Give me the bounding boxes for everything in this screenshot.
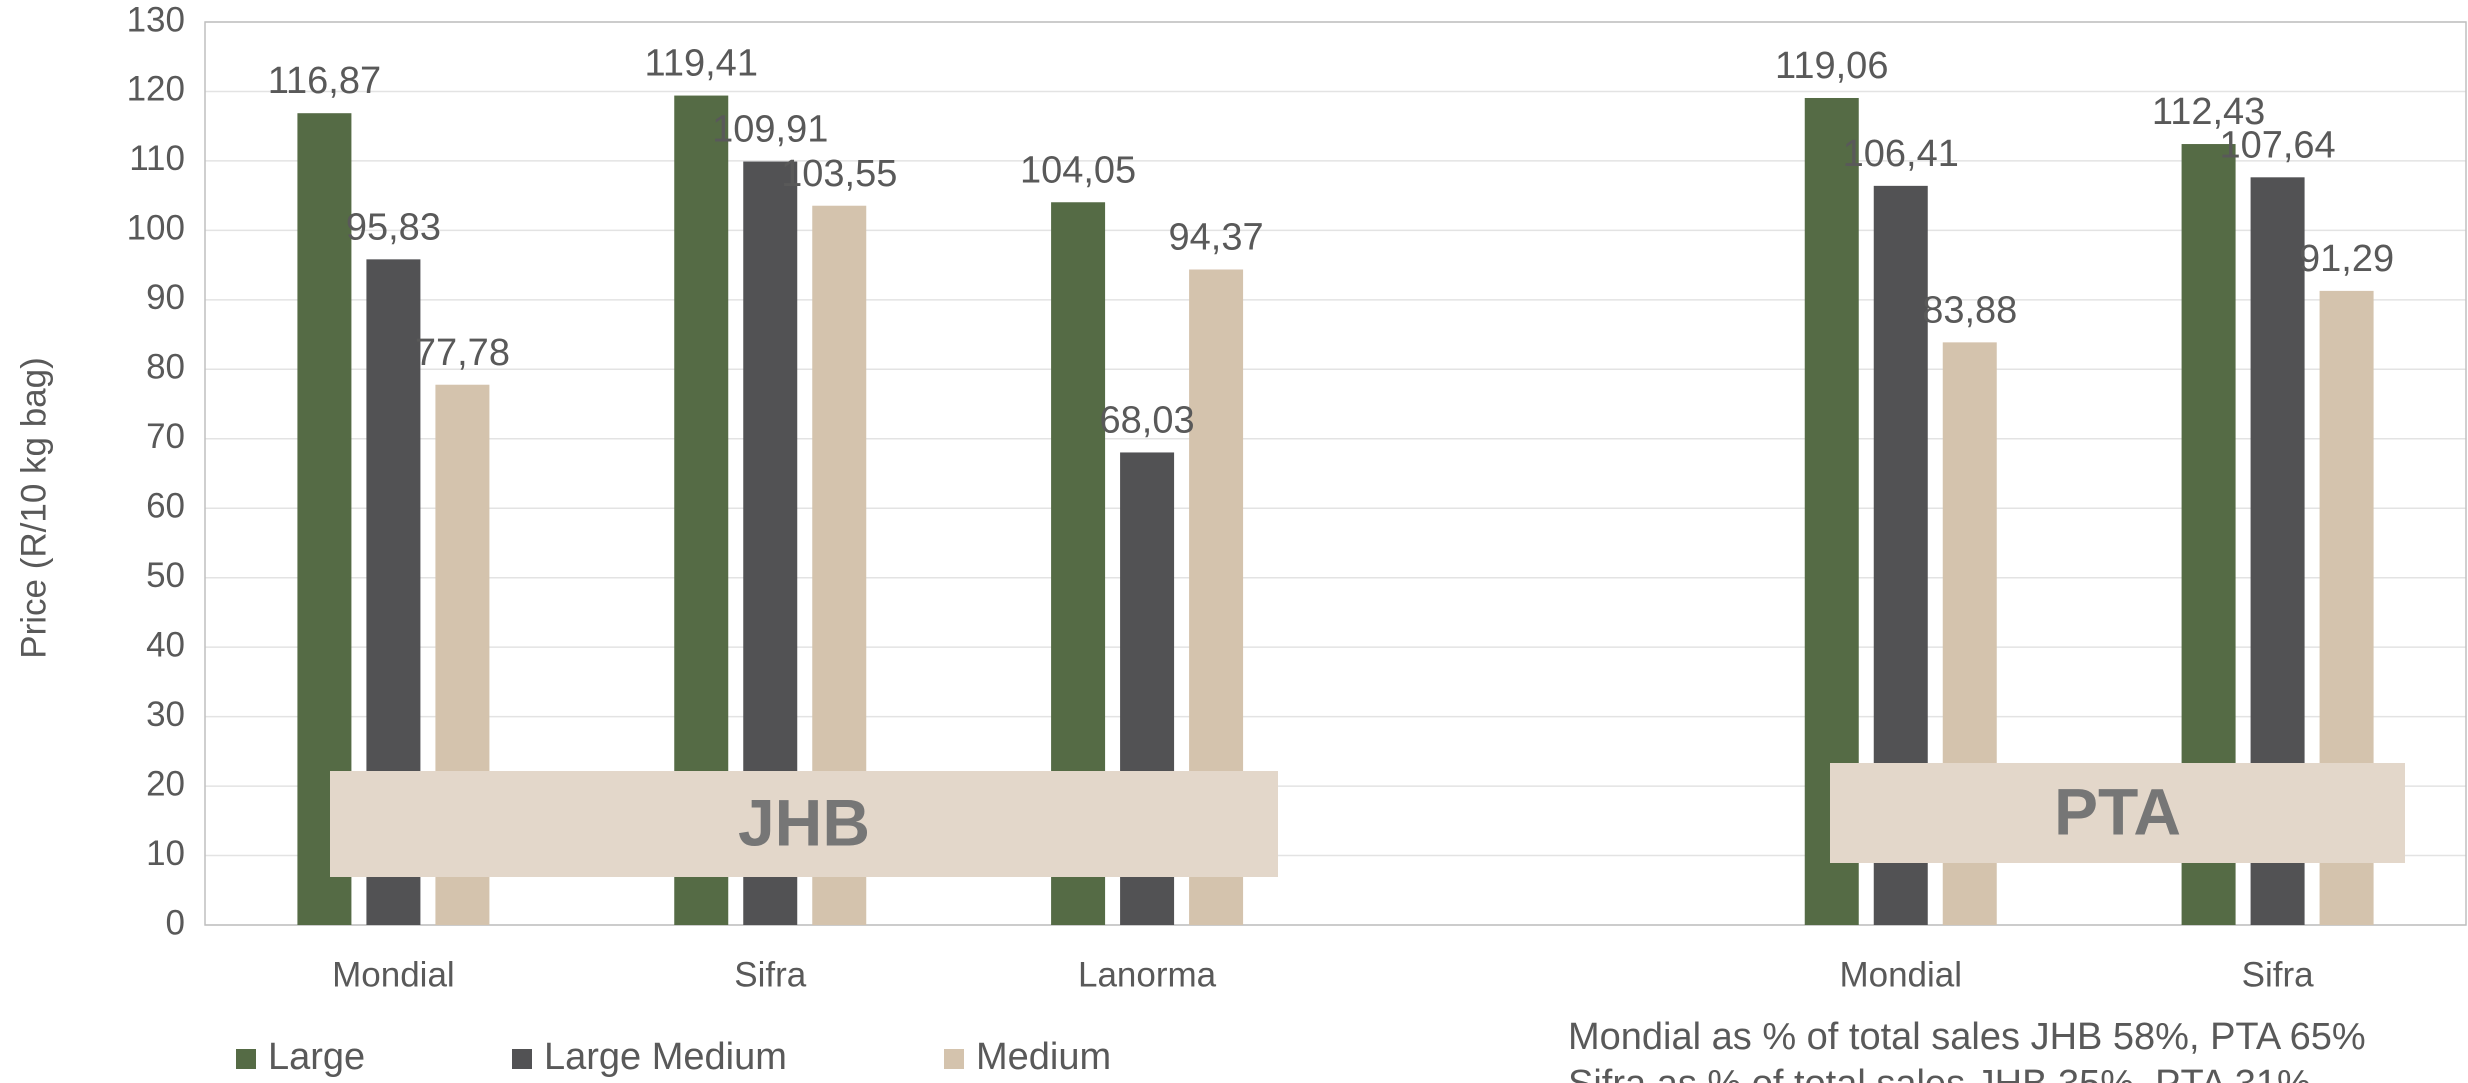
data-label: 94,37 xyxy=(1169,217,1264,259)
x-tick-label: Mondial xyxy=(332,955,455,994)
group-label: PTA xyxy=(2054,774,2181,848)
y-tick-label: 90 xyxy=(146,278,185,317)
y-tick-label: 60 xyxy=(146,486,185,525)
y-tick-label: 70 xyxy=(146,417,185,456)
legend-label: Large xyxy=(268,1036,365,1078)
data-label: 83,88 xyxy=(1922,289,2017,331)
legend-label: Large Medium xyxy=(544,1036,787,1078)
data-label: 119,06 xyxy=(1775,45,1888,87)
y-tick-label: 110 xyxy=(129,139,185,178)
y-tick-label: 130 xyxy=(127,0,185,39)
legend-swatch xyxy=(512,1049,532,1069)
y-tick-label: 0 xyxy=(166,903,185,942)
data-label: 112,43 xyxy=(2152,91,2265,133)
x-tick-label: Sifra xyxy=(734,955,807,994)
y-tick-label: 50 xyxy=(146,556,185,595)
data-label: 103,55 xyxy=(781,153,897,195)
y-tick-label: 80 xyxy=(146,348,185,387)
data-label: 107,64 xyxy=(2219,124,2335,166)
y-axis-label: Price (R/10 kg bag) xyxy=(14,357,53,659)
plot-frame xyxy=(204,21,2467,926)
y-tick-label: 40 xyxy=(146,625,185,664)
data-label: 109,91 xyxy=(712,109,828,151)
data-label: 119,41 xyxy=(645,43,758,85)
y-tick-label: 30 xyxy=(146,695,185,734)
data-label: 77,78 xyxy=(415,332,510,374)
y-tick-label: 10 xyxy=(146,834,185,873)
group-label: JHB xyxy=(738,785,870,859)
data-label: 91,29 xyxy=(2299,238,2394,280)
group-box xyxy=(330,771,1278,877)
x-tick-label: Mondial xyxy=(1839,955,1962,994)
y-tick-label: 20 xyxy=(146,764,185,803)
footnote: Mondial as % of total sales JHB 58%, PTA… xyxy=(1568,1016,2366,1058)
legend-label: Medium xyxy=(976,1036,1111,1078)
data-label: 116,87 xyxy=(268,60,381,102)
footnote: Sifra as % of total sales JHB 35%, PTA 3… xyxy=(1568,1063,2311,1083)
data-label: 104,05 xyxy=(1020,149,1136,191)
x-tick-label: Sifra xyxy=(2242,955,2315,994)
legend-swatch xyxy=(236,1049,256,1069)
data-label: 95,83 xyxy=(346,206,441,248)
data-label: 68,03 xyxy=(1100,399,1195,441)
x-tick-label: Lanorma xyxy=(1078,955,1217,994)
y-tick-label: 100 xyxy=(127,209,185,248)
data-label: 106,41 xyxy=(1843,133,1959,175)
legend-swatch xyxy=(944,1049,964,1069)
y-tick-label: 120 xyxy=(127,70,185,109)
group-box xyxy=(1830,763,2405,863)
